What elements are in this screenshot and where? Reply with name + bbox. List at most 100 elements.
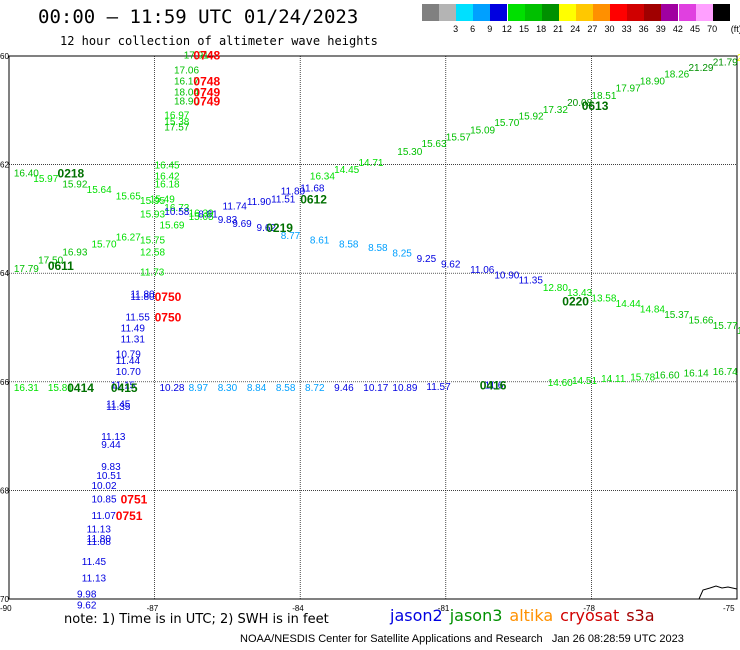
color-swatch (507, 4, 525, 21)
wave-height-value: 10.79 (116, 350, 141, 361)
wave-height-value: 13.58 (591, 294, 616, 305)
lat-tick-label: 70 (0, 595, 9, 604)
lat-tick-label: 60 (0, 52, 9, 61)
wave-height-value: 17.57 (164, 123, 189, 134)
wave-height-value: 11.06 (470, 265, 495, 276)
wave-height-value: 11.6 (485, 381, 504, 392)
wave-height-value: 8.84 (247, 383, 267, 394)
wave-height-value: 17.79 (14, 264, 39, 275)
satellite-legend: jason2 jason3 altika cryosat s3a (390, 606, 662, 625)
wave-height-value: 10.28 (159, 383, 184, 394)
wave-height-value: 10.51 (96, 471, 121, 482)
wave-height-value: 15.57 (446, 132, 471, 143)
lon-tick-label: -90 (0, 604, 12, 613)
wave-height-value: 8.81 (198, 209, 218, 220)
wave-height-value: 11.55 (125, 313, 150, 324)
wave-height-value: 11.13 (101, 432, 126, 443)
wave-height-value: 10.89 (392, 383, 417, 394)
wave-height-value: 15.92 (519, 112, 544, 123)
color-scale-label: 27 (587, 24, 598, 34)
pass-time-label: 0220 (562, 294, 589, 308)
wave-height-value: 15.65 (116, 192, 141, 203)
color-scale-label: 36 (638, 24, 649, 34)
wave-height-value: 16.14 (684, 369, 709, 380)
color-swatch (593, 4, 610, 21)
wave-height-value: 21.79 (713, 57, 738, 68)
page-title: 00:00 – 11:59 UTC 01/24/2023 (38, 6, 359, 28)
color-swatch (439, 4, 457, 21)
wave-height-value: 12.80 (543, 283, 568, 294)
lat-tick-label: 64 (0, 269, 9, 278)
color-swatch (627, 4, 645, 21)
wave-height-value: 21.29 (688, 63, 713, 74)
wave-height-value: 16.42 (155, 171, 180, 182)
color-scale-label: 39 (655, 24, 666, 34)
color-swatch (661, 4, 679, 21)
wave-height-value: 11.15 (111, 381, 136, 392)
wave-height-value: 16.34 (310, 171, 335, 182)
wave-height-value: 15.63 (422, 139, 447, 150)
wave-height-value: 14.45 (334, 165, 359, 176)
wave-height-value: 20.08 (567, 98, 592, 109)
wave-height-value: 12.58 (140, 247, 165, 258)
pass-time-label: 0219 (266, 221, 293, 235)
wave-height-value: 15.77 (713, 321, 738, 332)
wave-height-value: 14.71 (358, 158, 383, 169)
wave-height-value: 15.75 (140, 236, 165, 247)
satellite-legend-item: s3a (626, 606, 655, 625)
wave-height-value: 15.97 (33, 174, 58, 185)
pass-time-label: 0749 (193, 95, 220, 109)
wave-height-value: 11.80 (130, 289, 155, 300)
pass-time-label: 0613 (582, 99, 609, 113)
wave-height-value: 15.69 (159, 220, 184, 231)
wave-height-value: 11.80 (281, 187, 306, 198)
color-swatch (490, 4, 508, 21)
wave-height-value: 11.44 (116, 356, 141, 367)
wave-height-value: 8.61 (310, 236, 330, 247)
wave-height-value: 18.51 (591, 91, 616, 102)
wave-height-value: 15.78 (630, 372, 655, 383)
wave-height-value: 18.26 (664, 69, 689, 80)
wave-height-value: 11.49 (121, 324, 146, 335)
wave-height-value: 8.30 (218, 383, 238, 394)
wave-height-value: 14.60 (548, 378, 573, 389)
wave-height-value: 16.29 (737, 326, 740, 337)
wave-height-value: 11.73 (140, 268, 165, 279)
wave-height-value: 9.83 (101, 462, 121, 473)
color-scale-label: 3 (453, 24, 459, 34)
wave-height-value: 8.97 (189, 383, 209, 394)
wave-height-value: 18.90 (174, 97, 199, 108)
pass-time-label: 0218 (58, 167, 85, 181)
wave-height-value: 11.80 (87, 534, 112, 545)
color-scale-unit: (ft) (730, 24, 740, 34)
footer-note: note: 1) Time is in UTC; 2) SWH is in fe… (64, 612, 329, 627)
wave-height-value: 10.17 (363, 383, 388, 394)
wave-height-value: 16.74 (713, 367, 738, 378)
color-scale-label: 45 (689, 24, 700, 34)
color-scale-label: 33 (621, 24, 632, 34)
wave-height-value: 9.69 (232, 219, 252, 230)
wave-height-value: 11.35 (106, 402, 131, 413)
color-swatch (695, 4, 713, 21)
color-scale-label: 24 (570, 24, 581, 34)
lon-tick-label: -84 (292, 604, 304, 613)
wave-height-value: 11.90 (247, 197, 272, 208)
wave-height-value: 14.51 (572, 376, 597, 387)
color-swatch (558, 4, 576, 21)
wave-height-value: 15.92 (62, 180, 87, 191)
wave-height-value: 16.45 (155, 161, 180, 172)
color-scale-label: 9 (487, 24, 493, 34)
color-scale-label: 42 (672, 24, 683, 34)
wave-height-value: 15.64 (87, 185, 112, 196)
time-label-layer: 0748074807490749075007500751075102180611… (48, 48, 609, 522)
wave-height-value: 16.97 (164, 111, 189, 122)
wave-height-value: 15.38 (164, 117, 189, 128)
wave-height-value: 22.32 (737, 53, 740, 64)
wave-height-value: 8.58 (368, 243, 388, 254)
wave-height-value: 15.37 (664, 310, 689, 321)
pass-time-label: 0748 (193, 48, 220, 62)
wave-height-value: 9.62 (77, 600, 97, 611)
lon-tick-label: -75 (723, 604, 735, 613)
color-scale-label: 30 (604, 24, 615, 34)
wave-height-value: 8.77 (281, 231, 301, 242)
